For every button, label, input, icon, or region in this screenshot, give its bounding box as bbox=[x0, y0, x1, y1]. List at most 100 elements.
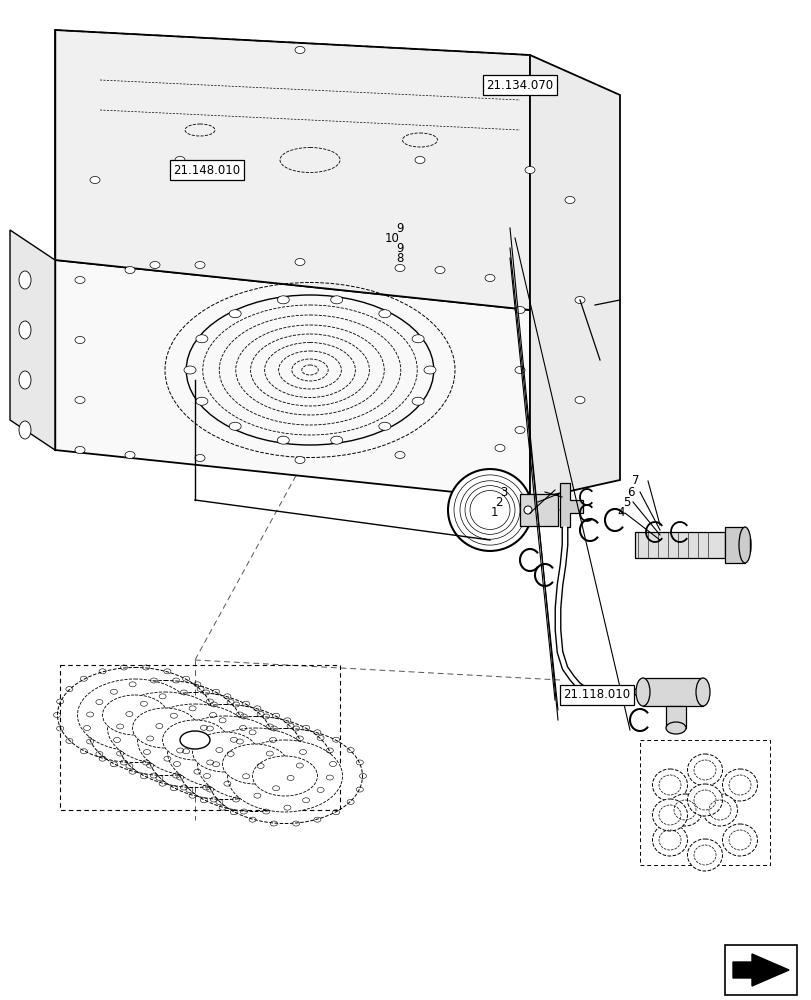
Ellipse shape bbox=[722, 769, 757, 801]
Ellipse shape bbox=[379, 310, 390, 318]
Ellipse shape bbox=[523, 506, 531, 514]
Ellipse shape bbox=[277, 296, 289, 304]
Ellipse shape bbox=[19, 371, 31, 389]
Bar bbox=[665, 706, 685, 728]
Ellipse shape bbox=[738, 527, 750, 563]
Text: 10: 10 bbox=[384, 232, 399, 244]
Text: 5: 5 bbox=[622, 495, 629, 508]
Ellipse shape bbox=[222, 744, 287, 784]
Ellipse shape bbox=[77, 679, 192, 751]
Ellipse shape bbox=[687, 754, 722, 786]
Ellipse shape bbox=[652, 769, 687, 801]
Ellipse shape bbox=[667, 794, 702, 826]
Text: 21.148.010: 21.148.010 bbox=[174, 164, 240, 177]
Ellipse shape bbox=[150, 261, 160, 268]
Ellipse shape bbox=[167, 716, 282, 788]
Ellipse shape bbox=[412, 397, 423, 405]
Ellipse shape bbox=[132, 708, 197, 748]
Ellipse shape bbox=[665, 722, 685, 734]
Ellipse shape bbox=[197, 728, 312, 800]
Ellipse shape bbox=[195, 335, 208, 343]
Polygon shape bbox=[55, 30, 530, 310]
Ellipse shape bbox=[514, 306, 525, 314]
Ellipse shape bbox=[687, 839, 722, 871]
Ellipse shape bbox=[229, 422, 241, 430]
Ellipse shape bbox=[227, 740, 342, 812]
Ellipse shape bbox=[687, 784, 722, 816]
Ellipse shape bbox=[514, 426, 525, 434]
Text: 4: 4 bbox=[617, 506, 624, 520]
Polygon shape bbox=[10, 230, 55, 450]
Ellipse shape bbox=[695, 678, 709, 706]
Ellipse shape bbox=[394, 264, 405, 271]
Ellipse shape bbox=[330, 436, 342, 444]
Text: 8: 8 bbox=[396, 251, 403, 264]
Bar bbox=[724, 527, 744, 563]
Ellipse shape bbox=[19, 421, 31, 439]
Ellipse shape bbox=[484, 274, 495, 282]
Ellipse shape bbox=[125, 266, 135, 273]
Ellipse shape bbox=[175, 157, 185, 164]
Bar bbox=[724, 945, 796, 995]
Ellipse shape bbox=[448, 469, 531, 551]
Ellipse shape bbox=[294, 456, 305, 464]
Ellipse shape bbox=[652, 824, 687, 856]
Ellipse shape bbox=[184, 366, 195, 374]
Ellipse shape bbox=[330, 296, 342, 304]
Ellipse shape bbox=[229, 310, 241, 318]
Ellipse shape bbox=[574, 296, 584, 304]
Ellipse shape bbox=[19, 321, 31, 339]
Ellipse shape bbox=[635, 678, 649, 706]
Text: 21.134.070: 21.134.070 bbox=[486, 79, 552, 92]
Ellipse shape bbox=[19, 271, 31, 289]
Polygon shape bbox=[732, 954, 788, 986]
Ellipse shape bbox=[75, 336, 85, 344]
Ellipse shape bbox=[423, 366, 436, 374]
Ellipse shape bbox=[564, 196, 574, 204]
Ellipse shape bbox=[162, 720, 227, 760]
Ellipse shape bbox=[495, 444, 504, 452]
Ellipse shape bbox=[412, 335, 423, 343]
Ellipse shape bbox=[75, 446, 85, 454]
Ellipse shape bbox=[722, 824, 757, 856]
Text: 21.118.010: 21.118.010 bbox=[563, 688, 629, 702]
Bar bbox=[642, 678, 702, 706]
Bar bbox=[519, 494, 557, 526]
Text: 9: 9 bbox=[396, 222, 403, 234]
Ellipse shape bbox=[277, 436, 289, 444]
Ellipse shape bbox=[252, 756, 317, 796]
Ellipse shape bbox=[574, 396, 584, 403]
Ellipse shape bbox=[180, 731, 210, 749]
Ellipse shape bbox=[294, 47, 305, 54]
Ellipse shape bbox=[414, 157, 424, 164]
Ellipse shape bbox=[137, 704, 252, 776]
Ellipse shape bbox=[90, 177, 100, 184]
Ellipse shape bbox=[435, 266, 444, 273]
Text: 3: 3 bbox=[500, 486, 507, 498]
Ellipse shape bbox=[125, 452, 135, 458]
Ellipse shape bbox=[107, 692, 222, 764]
Text: 2: 2 bbox=[495, 495, 502, 508]
Bar bbox=[634, 532, 724, 558]
Ellipse shape bbox=[394, 452, 405, 458]
Text: 1: 1 bbox=[490, 506, 497, 520]
Ellipse shape bbox=[379, 422, 390, 430]
Ellipse shape bbox=[75, 276, 85, 284]
Ellipse shape bbox=[652, 799, 687, 831]
Ellipse shape bbox=[294, 258, 305, 265]
Ellipse shape bbox=[195, 261, 204, 268]
Polygon shape bbox=[560, 483, 582, 527]
Polygon shape bbox=[530, 55, 620, 500]
Ellipse shape bbox=[195, 454, 204, 462]
Ellipse shape bbox=[525, 167, 534, 174]
Ellipse shape bbox=[514, 366, 525, 373]
Ellipse shape bbox=[192, 732, 257, 772]
Polygon shape bbox=[55, 260, 530, 500]
Text: 9: 9 bbox=[396, 241, 403, 254]
Ellipse shape bbox=[702, 794, 736, 826]
Ellipse shape bbox=[102, 695, 167, 735]
Ellipse shape bbox=[195, 397, 208, 405]
Text: 6: 6 bbox=[627, 486, 634, 498]
Ellipse shape bbox=[75, 396, 85, 403]
Text: 7: 7 bbox=[632, 475, 639, 488]
